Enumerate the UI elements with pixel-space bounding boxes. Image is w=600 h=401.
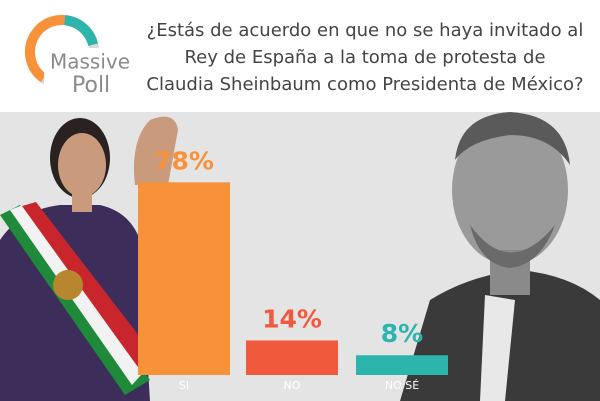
plot: 78% SI 14% NO 8% NO SÉ [138,146,448,392]
logo-text: Poll [72,73,110,98]
title-line: Rey de España a la toma de protesta de [184,47,545,68]
title-line: ¿Estás de acuerdo en que no se haya invi… [147,20,584,41]
title: ¿Estás de acuerdo en que no se haya invi… [146,20,583,95]
bar [356,355,448,375]
logo-text: Massive [50,50,130,74]
bar [246,340,338,375]
logo-mask [44,48,124,96]
value-label: 78% [154,146,214,175]
right-photo [400,112,600,401]
value-label: 8% [381,319,423,348]
title-line: Claudia Sheinbaum como Presidenta de Méx… [146,74,583,95]
category-label: SI [179,379,189,392]
category-label: NO SÉ [385,379,419,392]
category-label: NO [284,379,301,392]
value-label: 14% [262,304,322,333]
left-photo [0,116,178,401]
bar [138,182,230,375]
